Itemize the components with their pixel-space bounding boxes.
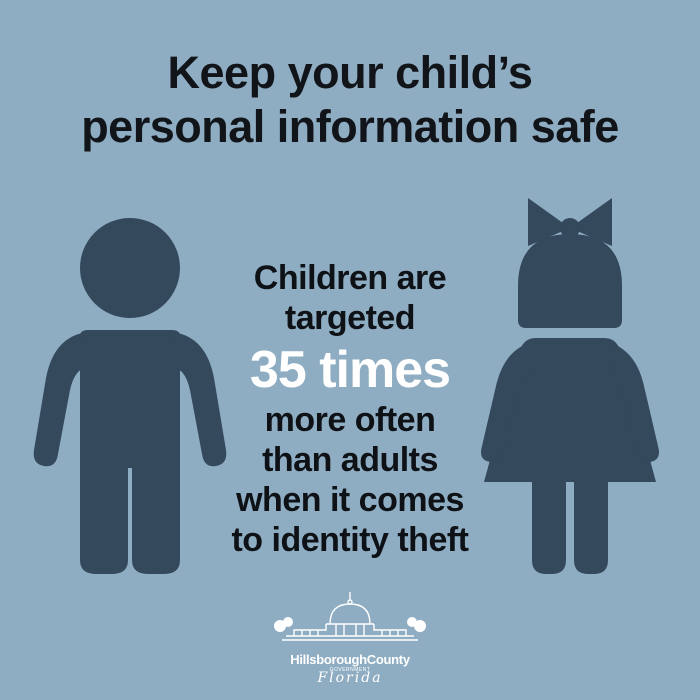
stat-line-2: targeted bbox=[284, 299, 416, 337]
headline: Keep your child’s personal information s… bbox=[0, 46, 700, 154]
stat-line-5: when it comes bbox=[236, 481, 464, 519]
headline-line-2: personal information safe bbox=[81, 101, 619, 152]
headline-line-1: Keep your child’s bbox=[167, 47, 533, 98]
statistic-text: Children are targeted 35 times more ofte… bbox=[210, 258, 490, 560]
stat-line-3: more often bbox=[264, 401, 436, 439]
logo-government-label: GOVERNMENT bbox=[329, 667, 371, 673]
courthouse-dome-icon bbox=[274, 592, 426, 641]
stat-line-6: to identity theft bbox=[231, 521, 469, 559]
logo-state-name: Florida bbox=[317, 670, 383, 686]
boy-icon bbox=[28, 218, 232, 580]
stat-line-1: Children are bbox=[253, 259, 447, 297]
hillsborough-county-logo: HillsboroughCounty GOVERNMENT Florida bbox=[270, 590, 430, 694]
stat-line-4: than adults bbox=[262, 441, 438, 479]
stat-highlight: 35 times bbox=[249, 341, 451, 399]
logo-county-name: HillsboroughCounty bbox=[290, 652, 410, 667]
girl-icon bbox=[470, 190, 670, 580]
